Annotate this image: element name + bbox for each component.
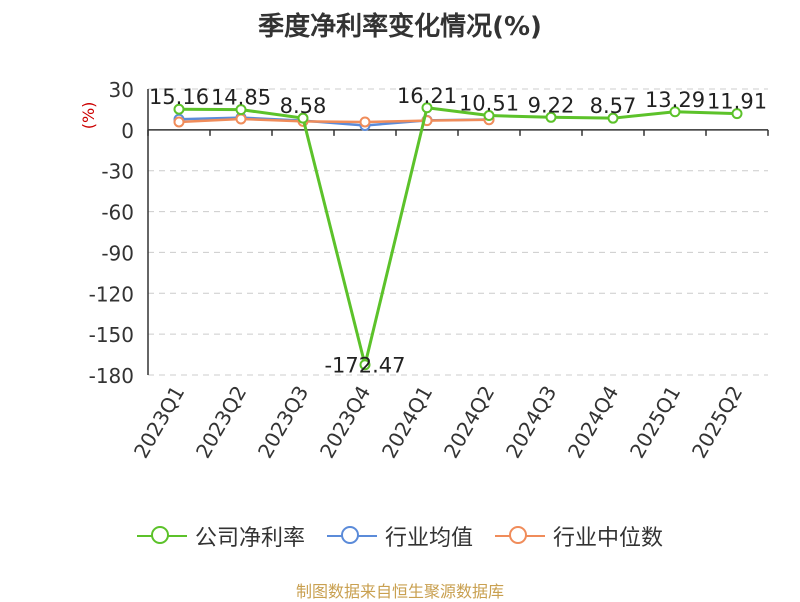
legend-marker-industry-mean [326,524,377,548]
legend-marker-company-net-margin [136,524,187,548]
legend: 公司净利率 行业均值 行业中位数 [0,520,800,552]
series-line-2 [178,117,490,124]
chart-title: 季度净利率变化情况(%) [258,12,542,42]
legend-item-industry-median[interactable]: 行业中位数 [495,520,663,552]
data-label: 16.21 [397,84,457,108]
data-point [173,103,185,115]
legend-label: 行业中位数 [553,526,664,551]
data-label: 14.85 [211,86,271,110]
y-tick-label: -150 [89,323,134,347]
data-point [421,102,433,114]
y-tick-label: 0 [121,119,134,143]
y-tick-label: -30 [101,160,134,184]
y-tick-label: -90 [101,241,134,265]
y-tick-label: -180 [89,364,134,388]
data-label: 15.16 [149,85,209,109]
data-point [483,110,495,122]
data-source-note: 制图数据来自恒生聚源数据库 [295,582,504,601]
data-point [545,111,557,123]
x-tick-label: 2025Q2 [687,382,747,463]
x-tick-label: 2025Q1 [625,382,685,463]
data-point [235,104,247,116]
data-point [173,116,185,128]
legend-label: 行业均值 [384,526,473,551]
x-tick-label: 2024Q4 [563,382,623,463]
data-point [669,106,681,118]
data-point [235,113,247,125]
data-point [607,112,619,124]
data-label: 8.58 [280,94,327,118]
y-tick-label: 30 [109,78,134,102]
data-label: 10.51 [459,92,519,116]
y-tick-label: -120 [89,282,134,306]
x-tick-label: 2024Q1 [377,382,437,463]
legend-item-company-net-margin[interactable]: 公司净利率 [136,520,305,552]
data-point [731,108,743,120]
data-label: 9.22 [528,93,575,117]
x-tick-label: 2023Q3 [253,382,313,463]
y-tick-label: -60 [101,201,134,225]
y-axis-unit-label: (%) [79,102,98,130]
legend-marker-industry-median [495,524,545,548]
data-point [359,359,371,371]
series-line-0 [178,106,738,367]
legend-item-industry-mean[interactable]: 行业均值 [326,520,473,552]
data-label: 13.29 [645,88,705,112]
data-label: -172.47 [324,354,405,378]
data-point [297,112,309,124]
x-tick-label: 2024Q3 [501,382,561,463]
data-label: 11.91 [707,90,767,114]
x-tick-label: 2023Q4 [315,382,375,463]
x-tick-label: 2023Q1 [129,382,189,463]
data-point [359,116,371,128]
legend-label: 公司净利率 [194,526,305,551]
x-tick-label: 2023Q2 [191,382,251,463]
x-tick-label: 2024Q2 [439,382,499,463]
data-label: 8.57 [590,94,637,118]
